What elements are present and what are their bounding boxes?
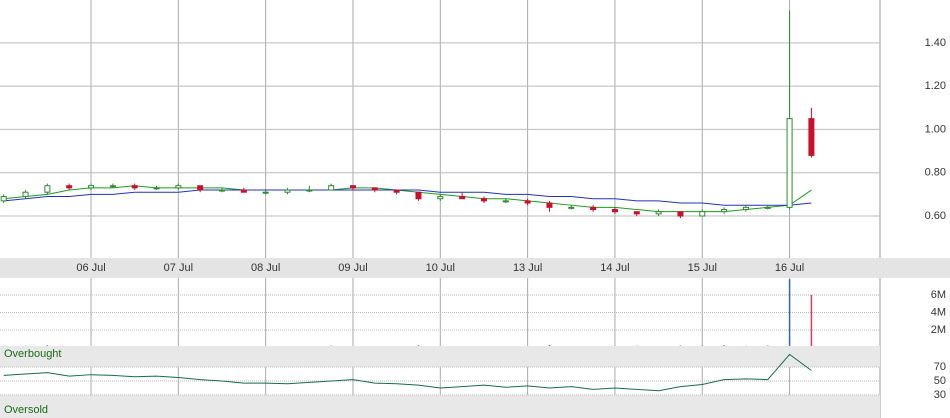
candle-body <box>0 196 7 202</box>
candle-body <box>590 206 597 211</box>
candle-body <box>437 196 444 200</box>
y-tick-label: 2M <box>931 324 946 336</box>
y-tick-label: 50 <box>934 375 946 387</box>
candle-body <box>786 118 793 208</box>
x-tick-label: 06 Jul <box>76 262 105 274</box>
rsi-line <box>3 353 812 392</box>
candle-body <box>240 189 247 193</box>
candle-body <box>699 211 706 217</box>
y-tick-label: 30 <box>934 389 946 401</box>
candle-body <box>742 206 749 211</box>
candle-body <box>764 206 771 209</box>
y-tick-label: 1.40 <box>925 37 946 49</box>
candle-body <box>88 185 95 189</box>
candle-body <box>415 191 422 200</box>
candle-body <box>44 185 51 193</box>
candle-body <box>22 191 29 198</box>
candle-body <box>655 211 662 215</box>
oversold-label: Oversold <box>4 404 48 416</box>
candle-body <box>371 187 378 191</box>
x-tick-label: 09 Jul <box>338 262 367 274</box>
candle-body <box>66 185 73 189</box>
x-tick-label: 10 Jul <box>426 262 455 274</box>
moving-average <box>3 185 812 213</box>
candle-body <box>219 189 225 192</box>
candle-body <box>480 198 487 202</box>
candle-body <box>393 189 400 193</box>
x-tick-label: 16 Jul <box>775 262 804 274</box>
overbought-band <box>0 346 880 367</box>
candle-body <box>721 209 728 213</box>
x-tick-label: 08 Jul <box>251 262 280 274</box>
candle-body <box>153 187 160 190</box>
candle-body <box>568 206 575 209</box>
candle-body <box>611 209 618 213</box>
x-tick-label: 07 Jul <box>164 262 193 274</box>
candle-body <box>131 185 138 189</box>
oversold-band <box>0 394 880 418</box>
candle-body <box>349 185 356 189</box>
candle-body <box>633 211 640 215</box>
candle-body <box>677 211 684 217</box>
candle-body <box>175 185 182 189</box>
y-tick-label: 1.00 <box>925 123 946 135</box>
candle-body <box>524 200 531 204</box>
candle-body <box>328 185 335 191</box>
candle-body <box>546 202 553 208</box>
candle-body <box>262 191 269 194</box>
moving-average <box>3 189 812 206</box>
candle-body <box>109 185 116 188</box>
candle-body <box>284 189 291 193</box>
y-tick-label: 0.80 <box>925 167 946 179</box>
date-strip <box>0 258 950 278</box>
x-tick-label: 15 Jul <box>688 262 717 274</box>
candle-body <box>502 200 509 203</box>
overbought-label: Overbought <box>4 348 61 360</box>
y-tick-label: 1.20 <box>925 80 946 92</box>
candle-body <box>197 185 204 191</box>
candle-body <box>306 189 313 192</box>
candle-body <box>808 118 815 156</box>
y-tick-label: 0.60 <box>925 210 946 222</box>
x-tick-label: 13 Jul <box>513 262 542 274</box>
y-tick-label: 6M <box>931 289 946 301</box>
y-tick-label: 70 <box>934 361 946 373</box>
x-tick-label: 14 Jul <box>600 262 629 274</box>
candle-body <box>459 196 466 200</box>
y-tick-label: 4M <box>931 306 946 318</box>
